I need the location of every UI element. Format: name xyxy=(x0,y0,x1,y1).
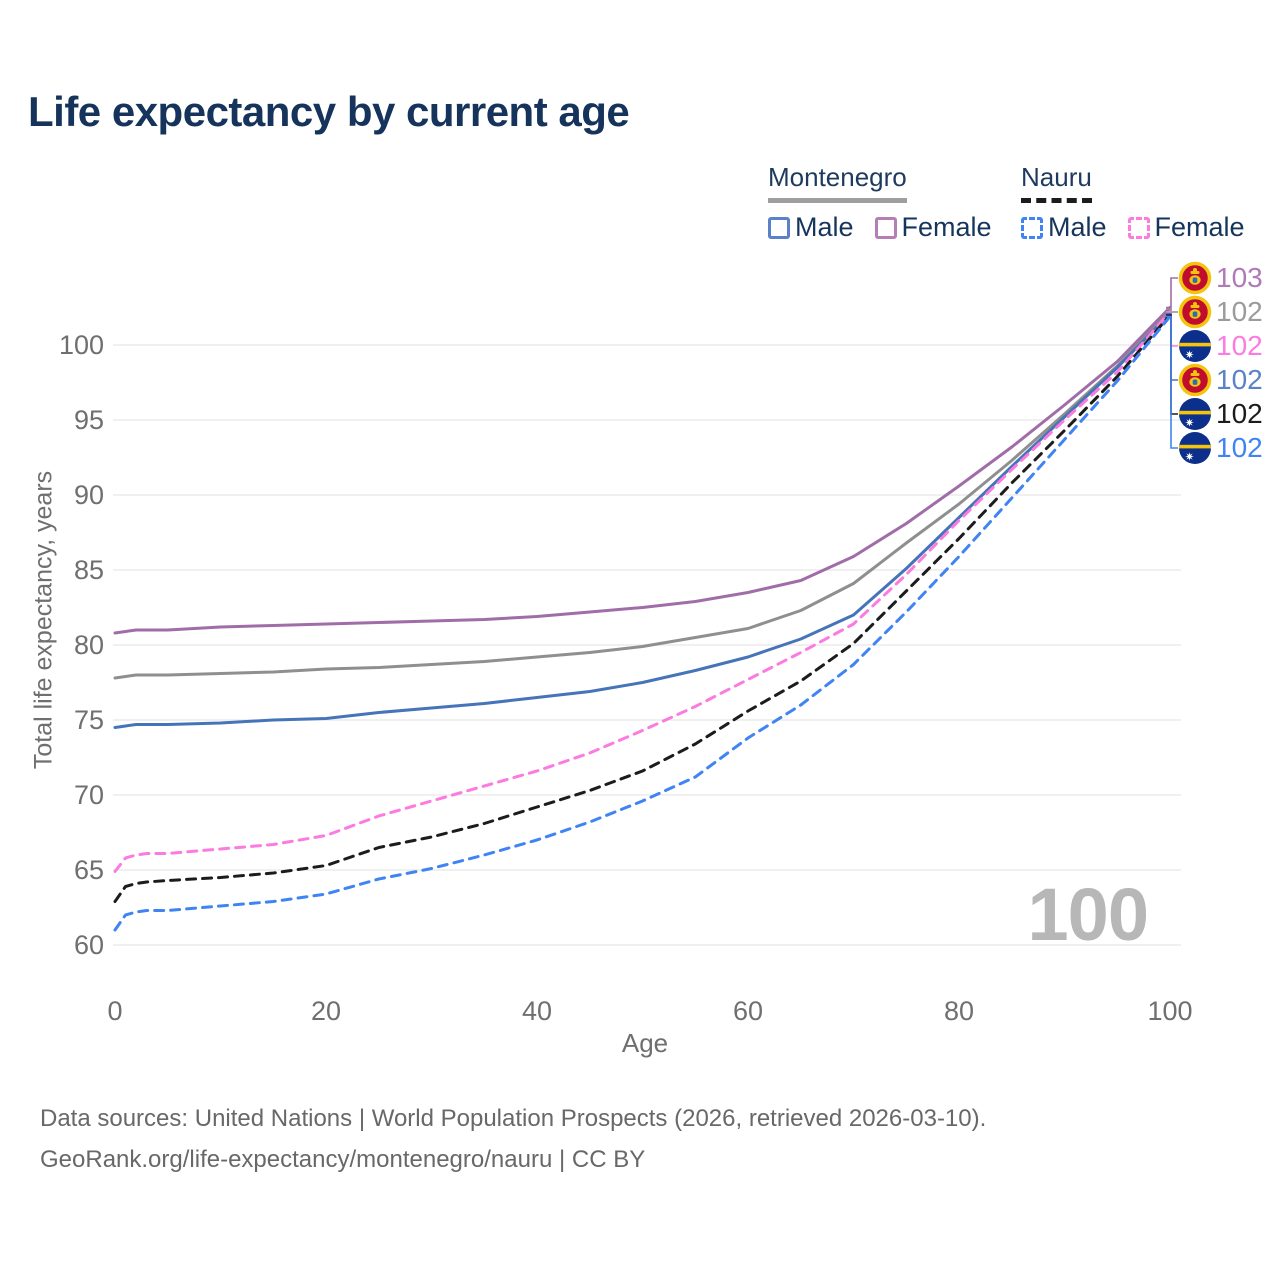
x-tick-label: 100 xyxy=(1147,996,1193,1026)
line-nauru-male xyxy=(113,315,1172,932)
y-tick-label: 70 xyxy=(73,780,104,810)
legend-country-nauru[interactable]: Nauru xyxy=(1021,162,1092,203)
legend-group-nauru: Nauru Male Female xyxy=(1021,162,1266,243)
footer: Data sources: United Nations | World Pop… xyxy=(40,1098,986,1180)
legend-country-montenegro[interactable]: Montenegro xyxy=(768,162,907,203)
x-tick-label: 0 xyxy=(107,996,123,1026)
legend-item-label: Male xyxy=(1048,212,1107,242)
y-tick-label: 90 xyxy=(73,480,104,510)
line-nauru-female xyxy=(113,310,1172,873)
legend-item-montenegro-male[interactable]: Male xyxy=(768,212,854,243)
x-tick-label: 80 xyxy=(943,996,975,1026)
line-montenegro-both xyxy=(113,307,1172,680)
end-value-label: 102 xyxy=(1216,398,1263,429)
legend-group-montenegro: Montenegro Male Female xyxy=(768,162,1013,243)
line-nauru-both xyxy=(113,313,1172,903)
current-age-watermark: 100 xyxy=(1027,873,1149,956)
end-label-connector xyxy=(1166,308,1178,313)
nauru-male-checkbox[interactable] xyxy=(1021,216,1043,239)
license-label: | CC BY xyxy=(552,1146,646,1173)
legend-item-nauru-male[interactable]: Male xyxy=(1021,212,1107,243)
nauru-flag-icon xyxy=(1179,398,1211,430)
legend-item-montenegro-female[interactable]: Female xyxy=(874,212,992,243)
x-tick-label: 40 xyxy=(521,996,553,1026)
end-value-label: 102 xyxy=(1216,330,1263,361)
nauru-flag-icon xyxy=(1179,432,1211,464)
legend-item-label: Male xyxy=(795,212,854,242)
line-montenegro-female xyxy=(113,306,1172,635)
montenegro-female-checkbox[interactable] xyxy=(874,216,897,239)
end-value-label: 102 xyxy=(1216,432,1263,463)
data-sources-line: Data sources: United Nations | World Pop… xyxy=(40,1105,987,1132)
credit-line: GeoRank.org/life-expectancy/montenegro/n… xyxy=(40,1139,986,1180)
page-title: Life expectancy by current age xyxy=(28,88,630,135)
y-tick-label: 60 xyxy=(73,930,104,960)
y-tick-label: 65 xyxy=(73,855,104,885)
y-tick-label: 75 xyxy=(73,705,104,735)
y-tick-label: 80 xyxy=(73,630,104,660)
y-tick-label: 85 xyxy=(73,555,104,585)
nauru-flag-icon xyxy=(1179,330,1211,362)
y-tick-label: 100 xyxy=(58,330,104,360)
legend-item-label: Female xyxy=(901,212,992,242)
georank-link[interactable]: GeoRank.org/life-expectancy/montenegro/n… xyxy=(40,1146,553,1173)
x-axis-title: Age xyxy=(621,1028,669,1058)
y-tick-label: 95 xyxy=(73,405,104,435)
end-label-connector xyxy=(1166,277,1178,309)
end-value-label: 102 xyxy=(1216,296,1263,327)
montenegro-flag-icon xyxy=(1178,363,1212,397)
montenegro-flag-icon xyxy=(1178,261,1212,295)
end-label-connector xyxy=(1166,315,1178,449)
legend-item-label: Female xyxy=(1154,212,1245,242)
montenegro-male-checkbox[interactable] xyxy=(768,216,790,239)
line-montenegro-male xyxy=(113,312,1172,729)
montenegro-flag-icon xyxy=(1178,295,1212,329)
end-label-connector xyxy=(1166,314,1178,415)
end-value-label: 103 xyxy=(1216,262,1263,293)
x-tick-label: 60 xyxy=(732,996,764,1026)
end-value-label: 102 xyxy=(1216,364,1263,395)
legend-item-nauru-female[interactable]: Female xyxy=(1127,212,1245,243)
nauru-female-checkbox[interactable] xyxy=(1127,216,1150,239)
x-tick-label: 20 xyxy=(310,996,342,1026)
